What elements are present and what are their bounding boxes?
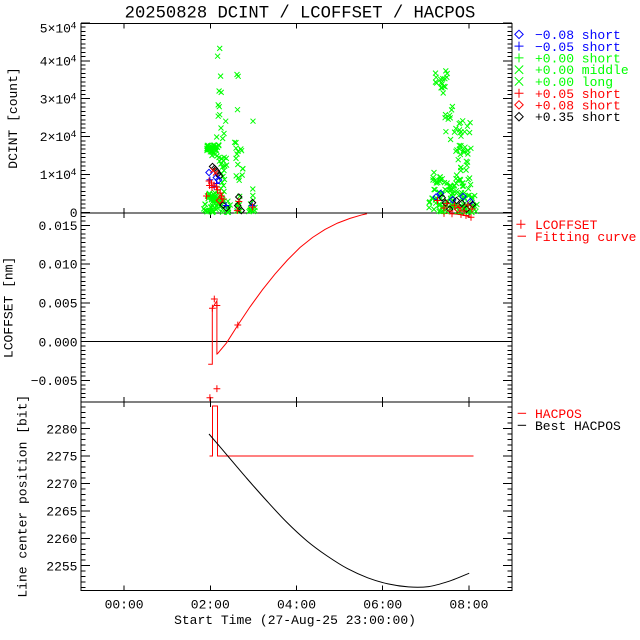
svg-text:2255: 2255	[46, 559, 77, 574]
svg-text:0: 0	[70, 206, 78, 221]
svg-text:+0.35 short: +0.35 short	[535, 110, 621, 125]
svg-text:4: 4	[71, 130, 77, 141]
svg-text:3×10: 3×10	[40, 92, 71, 107]
svg-text:LCOFFSET [nm]: LCOFFSET [nm]	[2, 257, 17, 358]
svg-text:06:00: 06:00	[363, 598, 402, 613]
svg-text:+0.00 short: +0.00 short	[535, 52, 621, 67]
svg-text:0.000: 0.000	[38, 335, 77, 350]
svg-text:Line center position [bit]: Line center position [bit]	[16, 395, 31, 598]
svg-text:+0.00 middle: +0.00 middle	[535, 63, 629, 78]
svg-text:+0.00 long: +0.00 long	[535, 75, 613, 90]
svg-text:4×10: 4×10	[40, 54, 71, 69]
svg-text:2275: 2275	[46, 450, 77, 465]
svg-text:2260: 2260	[46, 532, 77, 547]
svg-text:−0.005: −0.005	[31, 374, 78, 389]
svg-text:0.010: 0.010	[38, 258, 77, 273]
svg-text:04:00: 04:00	[277, 598, 316, 613]
svg-text:4: 4	[71, 92, 77, 103]
svg-text:0.015: 0.015	[38, 219, 77, 234]
svg-text:2270: 2270	[46, 477, 77, 492]
svg-text:−0.05 short: −0.05 short	[535, 40, 621, 55]
svg-text:−0.08 short: −0.08 short	[535, 28, 621, 43]
svg-text:2280: 2280	[46, 422, 77, 437]
svg-text:00:00: 00:00	[105, 598, 144, 613]
svg-text:4: 4	[71, 54, 77, 65]
svg-text:08:00: 08:00	[449, 598, 488, 613]
svg-text:02:00: 02:00	[191, 598, 230, 613]
svg-text:2265: 2265	[46, 505, 77, 520]
svg-text:Start Time (27-Aug-25 23:00:00: Start Time (27-Aug-25 23:00:00)	[174, 613, 416, 628]
svg-text:HACPOS: HACPOS	[535, 407, 582, 422]
svg-text:2×10: 2×10	[40, 130, 71, 145]
svg-text:Fitting curve: Fitting curve	[535, 230, 636, 245]
svg-text:20250828 DCINT / LCOFFSET / HA: 20250828 DCINT / LCOFFSET / HACPOS	[125, 5, 476, 24]
svg-text:4: 4	[71, 168, 77, 179]
svg-text:1×10: 1×10	[40, 168, 71, 183]
svg-text:+0.08 short: +0.08 short	[535, 99, 621, 114]
svg-text:5×10: 5×10	[40, 22, 71, 37]
svg-text:LCOFFSET: LCOFFSET	[535, 218, 598, 233]
svg-text:Best HACPOS: Best HACPOS	[535, 419, 621, 434]
svg-text:DCINT [count]: DCINT [count]	[6, 67, 21, 168]
svg-text:+0.05 short: +0.05 short	[535, 87, 621, 102]
svg-text:4: 4	[71, 22, 77, 33]
svg-text:0.005: 0.005	[38, 297, 77, 312]
